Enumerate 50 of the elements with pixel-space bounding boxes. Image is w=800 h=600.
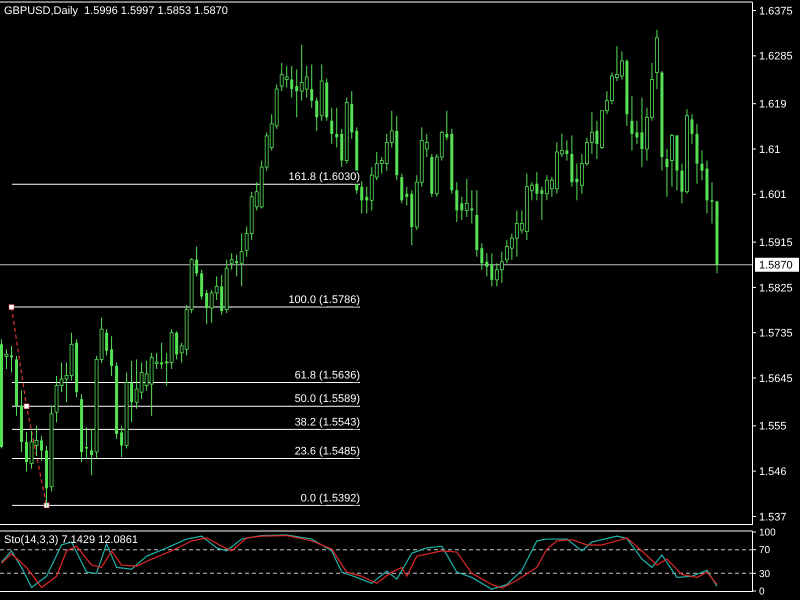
y-tick-label: 1.5735 [759, 328, 793, 340]
y-tick-label: 1.5645 [759, 372, 793, 385]
chart-title: Sto(14,3,3) 7.1429 12.0861 [4, 534, 138, 546]
candlestick [455, 182, 458, 222]
y-tick-label: 1.6285 [759, 50, 793, 63]
chart-title: GBPUSD,Daily 1.5996 1.5997 1.5853 1.5870 [4, 5, 228, 17]
ref-line-label: 61.8 (1.5636) [294, 370, 360, 382]
candlestick [405, 186, 408, 206]
candlestick [630, 96, 634, 151]
candlestick [365, 186, 368, 214]
y-tick-label: 70 [759, 545, 771, 556]
candlestick [480, 242, 484, 270]
candlestick [635, 120, 638, 144]
point [8, 304, 14, 310]
candlestick [445, 110, 448, 141]
y-tick-label: 1.5825 [759, 282, 793, 294]
ref-line-label: 38.2 (1.5543) [294, 416, 360, 428]
ref-line-label: 1.5870 [759, 260, 793, 272]
y-tick-label: 100 [759, 528, 776, 538]
y-tick-label: 0 [759, 586, 765, 598]
ref-line-label: 100.0 (1.5786) [288, 294, 360, 306]
y-tick-label: 1.5915 [759, 236, 793, 249]
candlestick [240, 233, 244, 287]
candlestick [85, 426, 88, 460]
point [24, 403, 30, 409]
candlestick [110, 336, 114, 377]
y-tick-label: 30 [759, 568, 771, 580]
candlestick [700, 150, 704, 181]
ref-line-label: 50.0 (1.5589) [294, 393, 360, 406]
candlestick [470, 190, 474, 224]
ref-line-label: 0.0 (1.5392) [300, 492, 360, 504]
candlestick [320, 64, 324, 122]
candlestick [315, 97, 318, 132]
candlestick [330, 107, 334, 144]
y-tick-label: 1.619 [759, 98, 787, 111]
candlestick [360, 180, 364, 214]
candlestick [710, 182, 714, 224]
candlestick [485, 252, 488, 277]
y-tick-label: 1.6375 [759, 5, 793, 18]
y-tick-label: 1.546 [759, 466, 787, 478]
y-tick-label: 1.555 [759, 420, 787, 433]
ref-line-label: 23.6 (1.5485) [294, 446, 360, 458]
candlestick [295, 68, 298, 118]
candlestick [400, 173, 404, 204]
candlestick [335, 107, 338, 148]
y-tick-label: 1.537 [759, 511, 787, 524]
candlestick [200, 269, 204, 300]
y-tick-label: 1.601 [759, 189, 787, 202]
y-tick-label: 1.61 [759, 144, 780, 156]
candlestick [464, 178, 469, 218]
